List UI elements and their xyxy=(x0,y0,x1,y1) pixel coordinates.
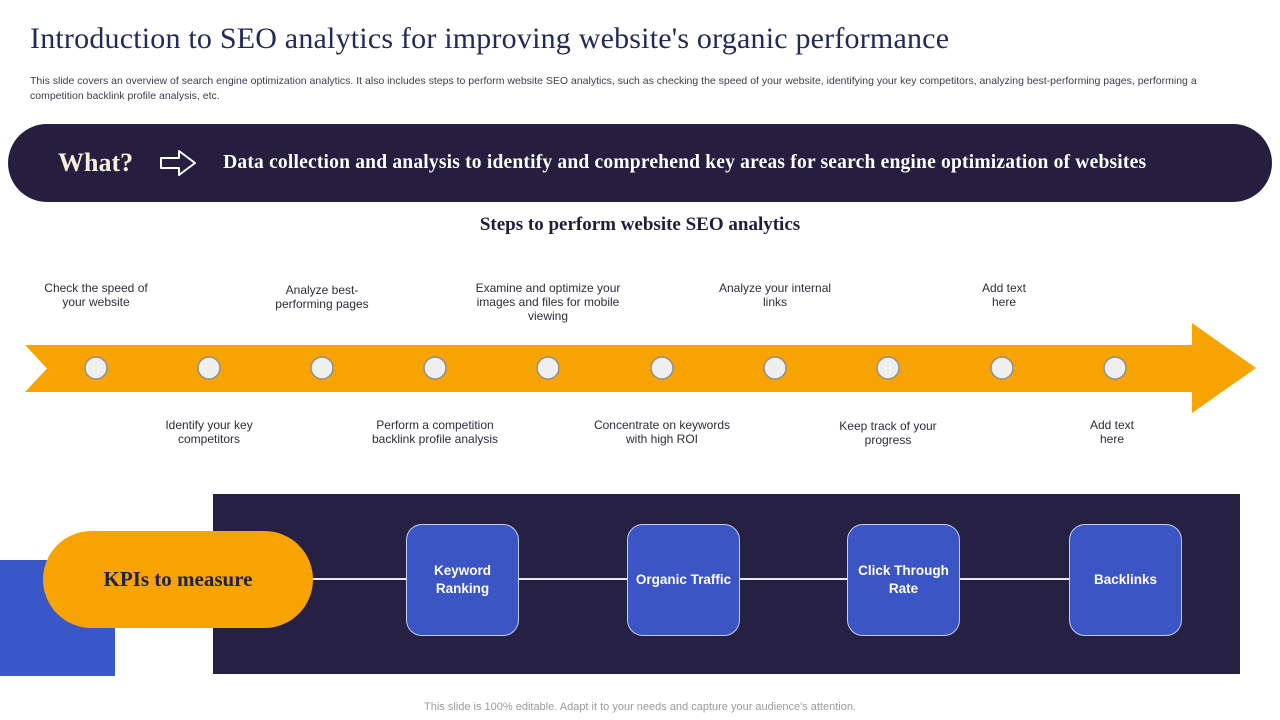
kpi-box-organic-traffic: Organic Traffic xyxy=(627,524,740,636)
step-label: Examine and optimize your images and fil… xyxy=(475,281,621,324)
step-label: Check the speed of your website xyxy=(44,281,148,310)
steps-heading: Steps to perform website SEO analytics xyxy=(479,214,801,235)
kpi-box-backlinks: Backlinks xyxy=(1069,524,1182,636)
step-marker xyxy=(536,356,560,380)
step-label: Analyze your internal links xyxy=(718,281,832,310)
step-label: Add text here xyxy=(1089,418,1135,447)
step-marker xyxy=(990,356,1014,380)
kpi-section-label: KPIs to measure xyxy=(43,531,313,628)
what-label: What? xyxy=(58,148,134,177)
step-label: Identify your key competitors xyxy=(165,418,253,447)
what-banner: What? Data collection and analysis to id… xyxy=(8,124,1272,202)
step-marker xyxy=(650,356,674,380)
step-marker xyxy=(423,356,447,380)
step-marker xyxy=(197,356,221,380)
step-label: Analyze best-performing pages xyxy=(275,283,369,312)
step-label: Add text here xyxy=(981,281,1027,310)
timeline-arrow xyxy=(25,323,1256,413)
footer-note: This slide is 100% editable. Adapt it to… xyxy=(424,701,856,713)
step-label: Perform a competition backlink profile a… xyxy=(371,418,499,447)
step-label: Keep track of your progress xyxy=(839,419,937,448)
step-marker xyxy=(1103,356,1127,380)
step-marker xyxy=(310,356,334,380)
step-marker xyxy=(876,356,900,380)
step-marker xyxy=(84,356,108,380)
step-label: Concentrate on keywords with high ROI xyxy=(593,418,731,447)
page-subtitle: This slide covers an overview of search … xyxy=(30,75,1197,102)
kpi-box-keyword-ranking: Keyword Ranking xyxy=(406,524,519,636)
step-marker xyxy=(763,356,787,380)
right-arrow-outline-icon xyxy=(159,149,197,177)
arrow-band xyxy=(25,323,1256,413)
page-title: Introduction to SEO analytics for improv… xyxy=(30,22,950,55)
what-description: Data collection and analysis to identify… xyxy=(223,152,1147,173)
kpi-box-click-through-rate: Click Through Rate xyxy=(847,524,960,636)
